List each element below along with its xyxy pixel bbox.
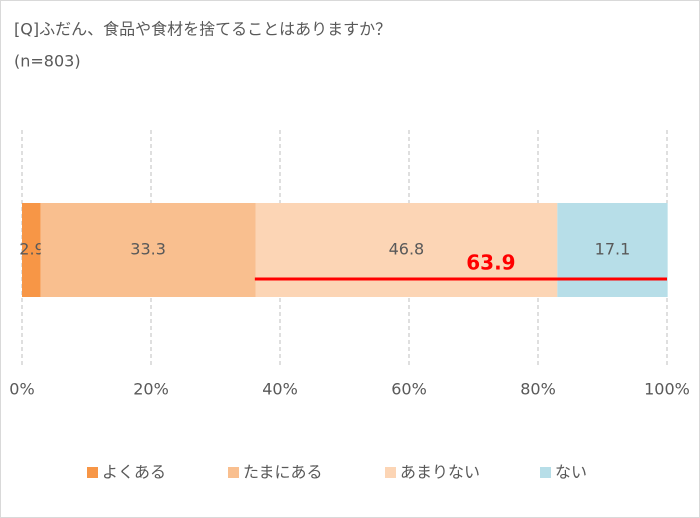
legend-swatch [87,467,98,478]
data-label: 2.9 [19,240,44,259]
data-label: 33.3 [130,240,166,259]
bar-segment [557,203,668,297]
legend-label: ない [555,463,587,482]
x-tick-label: 80% [520,380,556,399]
x-tick-label: 40% [262,380,298,399]
bar-segment [22,203,41,297]
legend-label: あまりない [400,463,480,482]
chart-title: [Q]ふだん、食品や食材を捨てることはありますか？ [14,20,391,39]
chart-subtitle: (n=803) [14,52,81,71]
legend-swatch [385,467,396,478]
bar-segment [40,203,256,297]
x-tick-label: 100% [644,380,690,399]
x-tick-label: 0% [9,380,34,399]
x-tick-label: 20% [133,380,169,399]
data-label: 17.1 [595,240,631,259]
bar-segment [255,203,558,297]
legend-swatch [540,467,551,478]
annotation-label: 63.9 [466,251,515,275]
legend-swatch [228,467,239,478]
legend-label: たまにある [243,463,323,482]
data-label: 46.8 [389,240,425,259]
x-tick-label: 60% [391,380,427,399]
legend-label: よくある [102,463,166,482]
